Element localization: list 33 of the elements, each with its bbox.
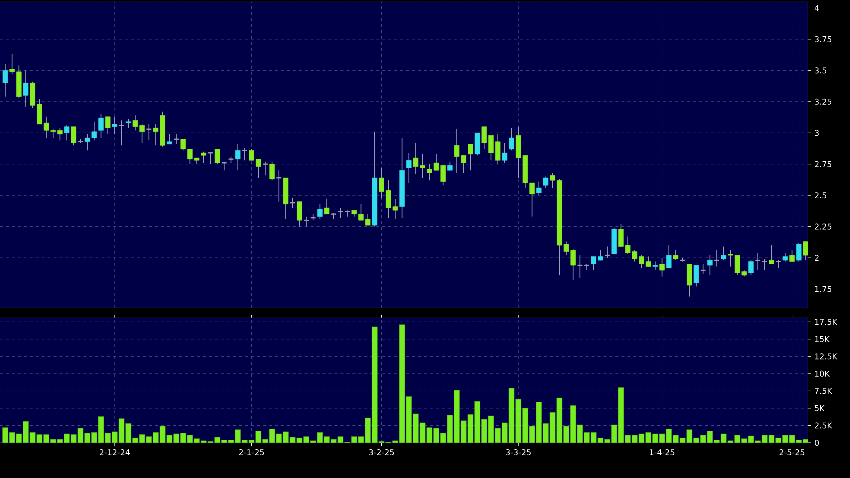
candlestick — [666, 245, 672, 268]
candlestick — [112, 116, 118, 135]
candlestick — [536, 181, 542, 196]
candlestick — [474, 132, 480, 156]
candlestick — [803, 241, 808, 261]
candlestick — [790, 250, 795, 262]
candlestick — [23, 70, 29, 108]
candlestick — [338, 208, 344, 218]
candlestick — [344, 210, 351, 218]
candlestick — [406, 152, 412, 184]
candlestick — [64, 125, 70, 142]
candlestick — [201, 151, 206, 164]
candlestick — [673, 250, 679, 261]
candlestick — [509, 128, 514, 152]
candlestick — [330, 212, 337, 220]
candlestick — [660, 258, 665, 278]
candlestick — [796, 242, 802, 262]
candlestick — [748, 260, 754, 276]
candlestick — [167, 134, 172, 145]
candlestick — [98, 114, 104, 139]
candlestick — [502, 142, 508, 164]
candlestick — [71, 126, 77, 146]
candlestick — [543, 176, 549, 188]
candlestick — [2, 64, 8, 98]
candlestick — [105, 116, 111, 135]
candlestick — [762, 258, 768, 271]
candlestick — [687, 264, 692, 298]
candlestick — [318, 204, 323, 220]
candlestick — [721, 246, 726, 261]
candlestick — [468, 144, 474, 172]
candlestick — [776, 260, 782, 268]
candlestick — [652, 261, 658, 271]
candlestick — [126, 119, 132, 129]
